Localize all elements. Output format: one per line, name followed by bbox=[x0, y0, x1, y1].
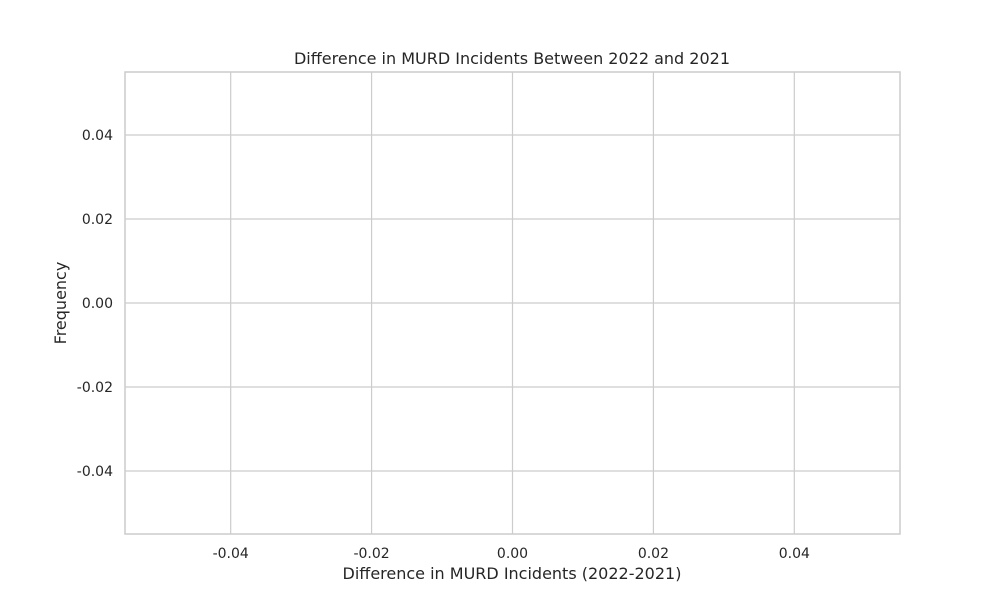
x-tick-label: -0.04 bbox=[213, 546, 249, 562]
plot-frame bbox=[124, 71, 901, 535]
y-tick-labels: -0.04 -0.02 0.00 0.02 0.04 bbox=[77, 128, 113, 480]
x-tick-label: 0.02 bbox=[638, 546, 669, 562]
chart-title: Difference in MURD Incidents Between 202… bbox=[294, 49, 730, 68]
y-tick-label: 0.04 bbox=[82, 128, 113, 144]
x-tick-label: 0.04 bbox=[779, 546, 810, 562]
y-tick-label: -0.04 bbox=[77, 464, 113, 480]
y-tick-label: 0.02 bbox=[82, 212, 113, 228]
x-tick-labels: -0.04 -0.02 0.00 0.02 0.04 bbox=[213, 546, 810, 562]
x-tick-label: -0.02 bbox=[353, 546, 389, 562]
y-tick-label: 0.00 bbox=[82, 296, 113, 312]
y-gridlines bbox=[125, 134, 900, 472]
x-axis-label: Difference in MURD Incidents (2022-2021) bbox=[343, 564, 682, 583]
y-tick-label: -0.02 bbox=[77, 380, 113, 396]
y-axis-label: Frequency bbox=[51, 262, 70, 345]
x-tick-label: 0.00 bbox=[497, 546, 528, 562]
